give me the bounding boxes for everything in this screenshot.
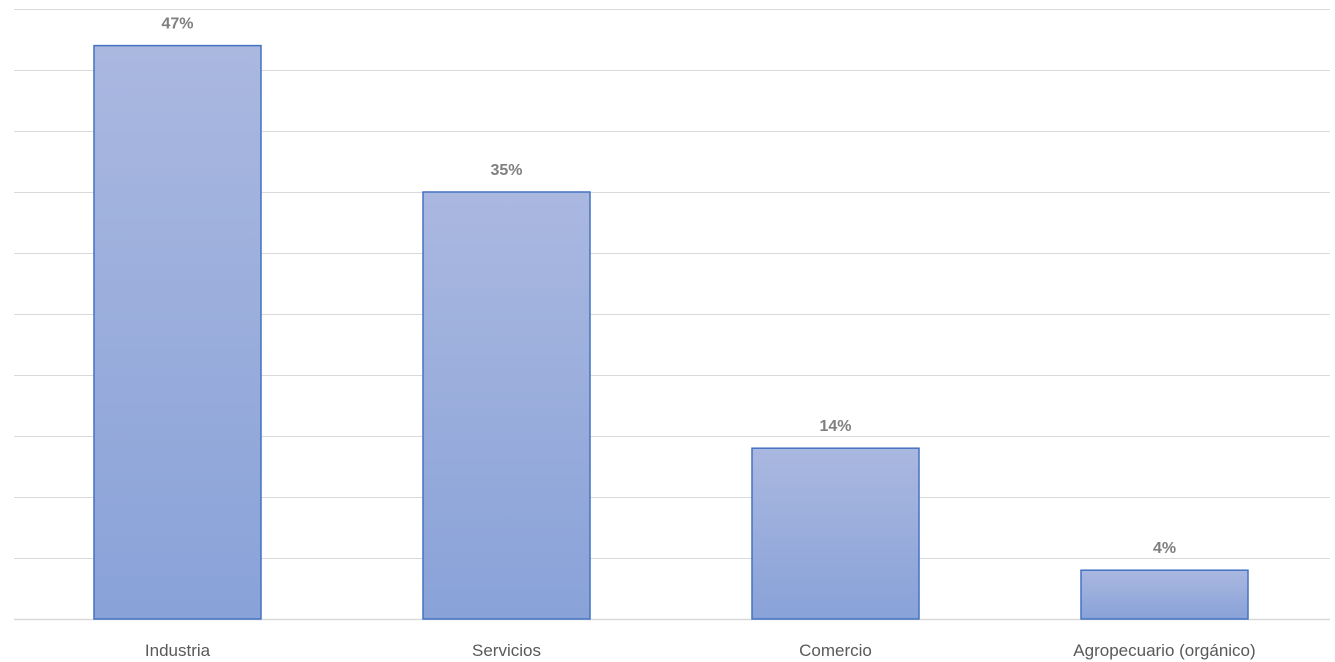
data-label: 35% xyxy=(490,162,522,179)
x-tick-label: Servicios xyxy=(472,641,541,660)
category-labels: Industria Servicios Comercio Agropecuario (… xyxy=(145,641,1256,660)
bar-agropecuario-org-nico xyxy=(1080,569,1249,620)
data-label: 4% xyxy=(1153,540,1176,557)
x-tick-label: Agropecuario (orgánico) xyxy=(1073,641,1255,660)
bar-servicios xyxy=(422,191,591,620)
data-label: 47% xyxy=(161,16,193,33)
data-labels: 47% 35% 14% 4% xyxy=(161,16,1176,558)
bar-comercio xyxy=(751,447,920,620)
x-tick-label: Comercio xyxy=(799,641,872,660)
bars xyxy=(93,44,1249,620)
bar-industria xyxy=(93,44,262,620)
x-tick-label: Industria xyxy=(145,641,211,660)
data-label: 14% xyxy=(819,418,851,435)
